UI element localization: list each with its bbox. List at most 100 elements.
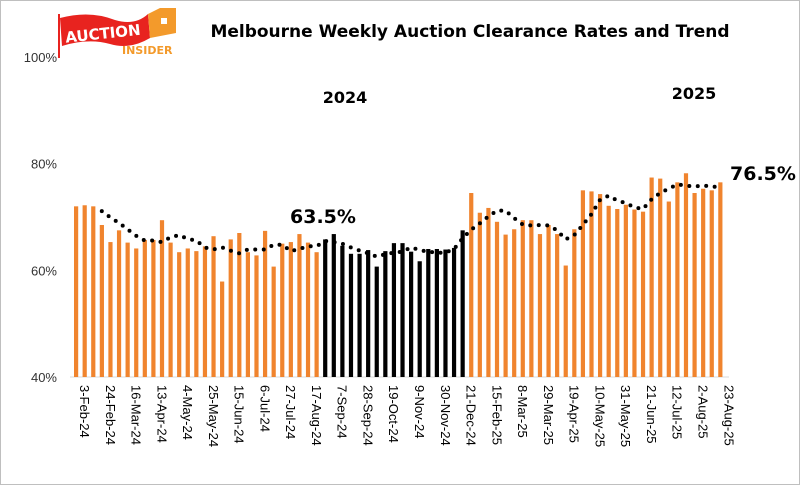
bar bbox=[709, 190, 714, 377]
x-tick-label: 9-Nov-24 bbox=[412, 385, 427, 438]
bar bbox=[563, 265, 568, 377]
y-axis: 40% 60% 80% 100% bbox=[24, 50, 58, 385]
x-tick-label: 25-May-24 bbox=[206, 385, 221, 447]
year-label-2024: 2024 bbox=[323, 88, 368, 107]
bar bbox=[168, 242, 173, 377]
bar bbox=[125, 242, 130, 377]
year-label-2025: 2025 bbox=[672, 84, 717, 103]
bar bbox=[675, 182, 680, 377]
bar bbox=[529, 220, 534, 377]
x-tick-label: 13-Apr-24 bbox=[154, 385, 169, 443]
bar bbox=[555, 234, 560, 377]
bar bbox=[262, 230, 268, 377]
bar bbox=[116, 230, 122, 377]
bar bbox=[486, 207, 491, 377]
x-tick-label: 10-May-25 bbox=[592, 385, 607, 447]
x-tick-label: 15-Feb-25 bbox=[489, 385, 504, 445]
bar bbox=[434, 249, 439, 377]
bar bbox=[134, 248, 139, 377]
bar bbox=[297, 234, 302, 377]
bar bbox=[469, 193, 474, 377]
x-tick-label: 23-Aug-25 bbox=[721, 385, 736, 446]
bar bbox=[623, 204, 628, 377]
chart-title: Melbourne Weekly Auction Clearance Rates… bbox=[210, 22, 729, 42]
x-tick-label: 29-Mar-25 bbox=[541, 385, 556, 445]
bar bbox=[177, 252, 182, 377]
bar bbox=[228, 239, 233, 377]
x-tick-label: 6-Jul-24 bbox=[257, 385, 272, 432]
y-tick-label: 100% bbox=[24, 50, 58, 65]
x-tick-label: 15-Jun-24 bbox=[232, 385, 247, 444]
bar bbox=[503, 234, 508, 377]
logo-flag bbox=[60, 14, 150, 46]
bar bbox=[288, 242, 293, 377]
x-tick-label: 4-May-24 bbox=[180, 385, 195, 440]
bar bbox=[91, 206, 96, 377]
bar bbox=[417, 261, 422, 377]
bar bbox=[512, 229, 517, 377]
x-tick-label: 31-May-25 bbox=[618, 385, 633, 447]
x-tick-label: 8-Mar-25 bbox=[515, 385, 530, 438]
x-tick-label: 21-Dec-24 bbox=[464, 385, 479, 446]
bar bbox=[323, 239, 328, 377]
x-tick-label: 19-Oct-24 bbox=[386, 385, 401, 443]
bar bbox=[391, 243, 397, 377]
bar bbox=[220, 281, 225, 377]
bar bbox=[692, 193, 697, 377]
bar bbox=[202, 246, 208, 377]
bar bbox=[409, 251, 414, 377]
bar bbox=[460, 230, 465, 377]
bar bbox=[615, 209, 620, 377]
bar bbox=[597, 194, 603, 377]
y-tick-label: 80% bbox=[31, 157, 57, 172]
x-tick-label: 24-Feb-24 bbox=[103, 385, 118, 445]
bar bbox=[374, 266, 379, 377]
bar bbox=[426, 249, 431, 377]
x-tick-label: 7-Sep-24 bbox=[335, 385, 350, 438]
bar bbox=[314, 252, 319, 377]
bar bbox=[606, 205, 611, 377]
bar bbox=[142, 239, 147, 377]
auction-insider-logo: AUCTION INSIDER bbox=[58, 8, 176, 58]
bar bbox=[640, 211, 646, 377]
bar bbox=[580, 190, 586, 377]
x-tick-label: 19-Apr-25 bbox=[567, 385, 582, 443]
bar bbox=[520, 220, 525, 377]
bar bbox=[546, 225, 551, 377]
bar bbox=[494, 221, 500, 377]
bar bbox=[477, 212, 482, 377]
bar bbox=[271, 266, 276, 377]
bar bbox=[537, 234, 543, 377]
bar bbox=[185, 248, 190, 377]
x-tick-label: 2-Aug-25 bbox=[695, 385, 710, 438]
bar bbox=[718, 182, 723, 377]
bar bbox=[572, 229, 577, 377]
bar bbox=[683, 173, 689, 377]
bar bbox=[254, 255, 259, 377]
bar bbox=[658, 178, 663, 377]
bar bbox=[108, 242, 113, 377]
bar bbox=[211, 236, 216, 377]
bar bbox=[451, 247, 457, 377]
bar bbox=[305, 242, 311, 377]
bar bbox=[331, 234, 336, 377]
bar bbox=[82, 205, 87, 377]
x-tick-label: 3-Feb-24 bbox=[77, 385, 92, 438]
y-tick-label: 60% bbox=[31, 263, 57, 278]
x-tick-label: 27-Jul-24 bbox=[283, 385, 298, 439]
logo-window bbox=[161, 18, 167, 24]
bar bbox=[348, 253, 354, 377]
bar bbox=[74, 206, 79, 377]
bar bbox=[649, 177, 654, 377]
annotation-latest: 76.5% bbox=[730, 163, 796, 185]
bar bbox=[443, 249, 448, 377]
bar bbox=[151, 239, 156, 377]
annotation-low: 63.5% bbox=[290, 206, 356, 228]
bar bbox=[383, 251, 388, 377]
x-tick-label: 17-Aug-24 bbox=[309, 385, 324, 446]
bar bbox=[366, 250, 371, 377]
y-tick-label: 40% bbox=[31, 370, 57, 385]
x-tick-label: 12-Jul-25 bbox=[670, 385, 685, 439]
x-tick-label: 21-Jun-25 bbox=[644, 385, 659, 444]
